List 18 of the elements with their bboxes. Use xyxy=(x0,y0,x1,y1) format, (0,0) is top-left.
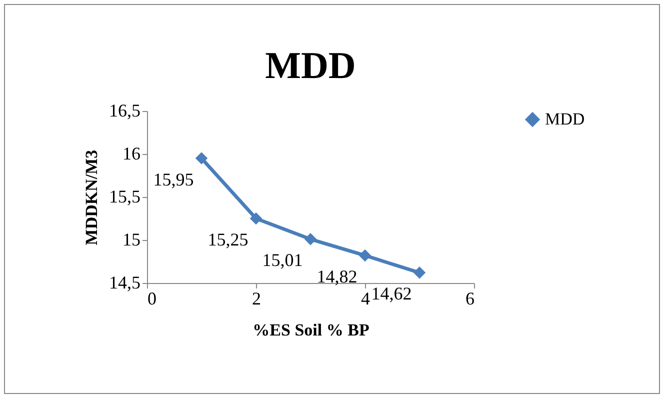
y-tick-label: 16,5 xyxy=(109,100,140,120)
x-tick-label: 0 xyxy=(148,288,156,308)
data-label: 15,01 xyxy=(262,250,303,270)
y-tick-label: 15 xyxy=(122,230,140,250)
data-label: 15,25 xyxy=(208,230,248,250)
legend-label: MDD xyxy=(545,110,585,128)
x-tick-label: 6 xyxy=(466,288,474,308)
data-label: 14,62 xyxy=(371,284,412,304)
y-tick-label: 15,5 xyxy=(109,186,140,206)
y-tick-label: 14,5 xyxy=(109,272,140,292)
data-label: 14,82 xyxy=(316,266,358,286)
x-tick-label: 4 xyxy=(361,288,370,308)
x-tick-label: 2 xyxy=(252,288,261,308)
y-axis-title: MDDKN/M3 xyxy=(82,150,101,246)
data-label: 15,95 xyxy=(153,169,194,190)
x-axis-title: %ES Soil % BP xyxy=(252,320,370,340)
chart-title: MDD xyxy=(265,45,356,87)
y-tick-label: 16 xyxy=(122,144,140,164)
